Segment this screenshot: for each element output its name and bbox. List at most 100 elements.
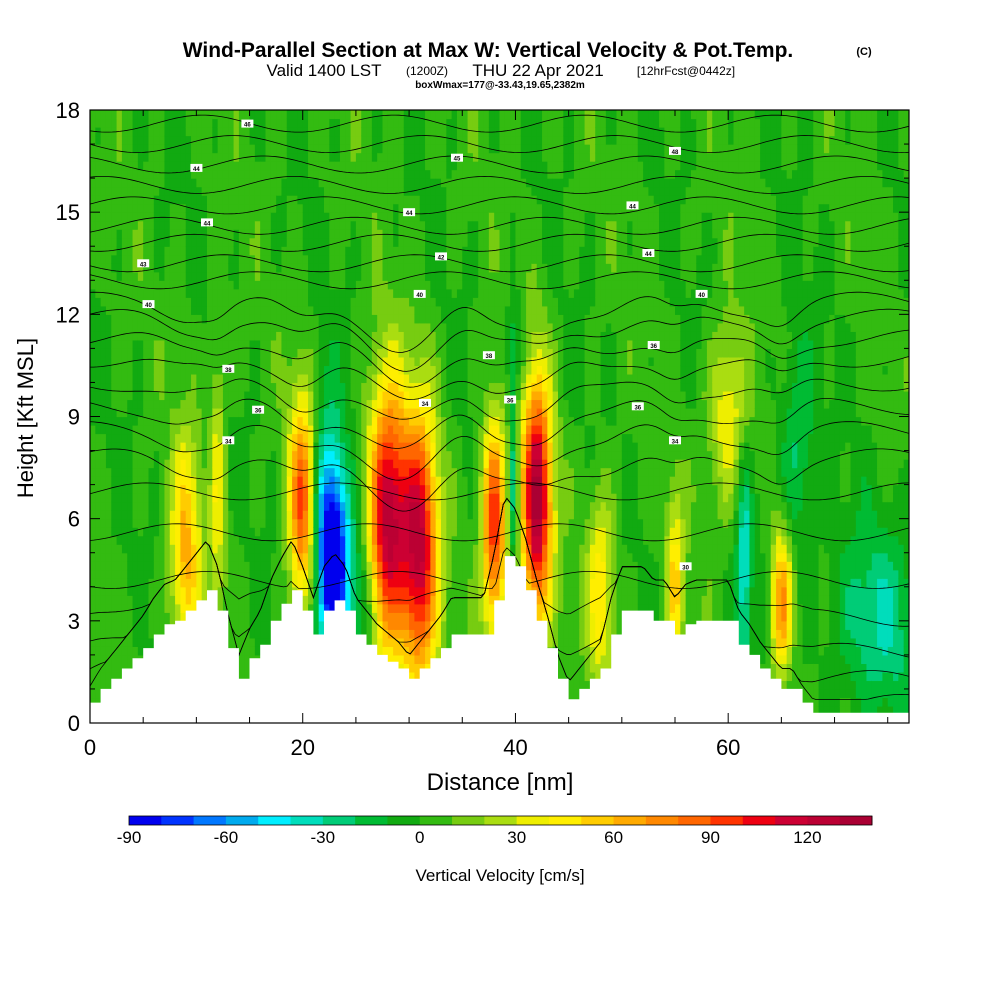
velocity-cell [175,263,182,273]
velocity-cell [169,186,176,196]
velocity-cell [164,110,171,120]
velocity-cell [276,178,283,188]
velocity-cell [281,595,288,605]
velocity-cell [191,237,197,247]
velocity-cell [111,433,118,443]
velocity-cell [180,407,187,418]
velocity-cell [446,331,453,341]
velocity-cell [169,271,176,281]
velocity-cell [185,399,192,409]
velocity-cell [339,152,346,162]
velocity-cell [207,186,213,196]
velocity-cell [270,467,277,477]
velocity-cell [270,544,277,554]
velocity-cell [281,382,288,392]
velocity-cell [377,237,384,247]
velocity-cell [121,646,128,656]
velocity-cell [276,390,283,401]
velocity-cell [270,552,277,562]
velocity-cell [201,595,208,605]
velocity-cell [169,416,176,426]
chart-title: Wind-Parallel Section at Max W: Vertical… [183,39,794,62]
velocity-cell [286,433,293,443]
velocity-cell [361,476,368,486]
velocity-cell [196,195,203,205]
velocity-cell [265,203,272,213]
velocity-cell [409,620,416,630]
velocity-cell [238,569,245,579]
velocity-cell [196,416,203,426]
velocity-cell [180,203,187,213]
velocity-cell [175,586,182,596]
velocity-cell [260,637,267,647]
velocity-cell [137,561,144,571]
velocity-cell [180,467,187,477]
velocity-cell [403,229,410,239]
velocity-cell [164,161,171,171]
velocity-cell [127,586,134,596]
velocity-cell [196,544,203,554]
velocity-cell [191,186,197,196]
velocity-cell [313,459,320,469]
velocity-cell [185,271,192,281]
velocity-cell [297,476,304,486]
velocity-cell [228,246,235,256]
velocity-cell [430,646,437,656]
velocity-cell [148,484,155,494]
velocity-cell [387,425,394,435]
velocity-cell [121,467,128,477]
velocity-cell [137,186,144,196]
velocity-cell [201,510,208,520]
velocity-cell [207,544,213,554]
velocity-cell [233,169,240,179]
velocity-cell [233,399,240,409]
velocity-cell [403,646,410,656]
velocity-cell [286,407,293,418]
velocity-cell [430,135,437,145]
velocity-cell [361,561,368,571]
velocity-cell [441,135,447,145]
velocity-cell [281,433,288,443]
velocity-cell [286,595,293,605]
velocity-cell [414,365,421,375]
velocity-cell [313,493,320,503]
velocity-cell [175,271,182,281]
velocity-cell [127,467,134,477]
velocity-cell [132,144,139,154]
velocity-cell [281,501,288,511]
velocity-cell [377,612,384,622]
velocity-cell [228,152,235,162]
velocity-cell [249,578,256,588]
velocity-cell [419,305,426,315]
velocity-cell [334,127,341,137]
velocity-cell [387,569,394,579]
velocity-cell [143,212,150,222]
velocity-cell [292,339,299,349]
velocity-cell [329,493,336,503]
velocity-cell [414,246,421,256]
velocity-cell [366,110,373,120]
velocity-cell [244,263,251,273]
velocity-cell [441,237,447,247]
velocity-cell [276,331,283,341]
velocity-cell [382,527,389,537]
velocity-cell [324,195,330,205]
velocity-cell [430,110,437,120]
velocity-cell [382,629,389,639]
velocity-cell [233,186,240,196]
velocity-cell [446,561,453,571]
velocity-cell [366,629,373,639]
velocity-cell [196,110,203,120]
velocity-cell [148,229,155,239]
velocity-cell [334,118,341,128]
velocity-cell [127,552,134,562]
velocity-cell [207,416,213,426]
velocity-cell [164,603,171,613]
velocity-cell [425,135,431,145]
velocity-cell [425,629,431,639]
velocity-cell [286,382,293,392]
velocity-cell [249,544,256,554]
velocity-cell [292,305,299,315]
velocity-cell [446,433,453,443]
velocity-cell [414,220,421,230]
